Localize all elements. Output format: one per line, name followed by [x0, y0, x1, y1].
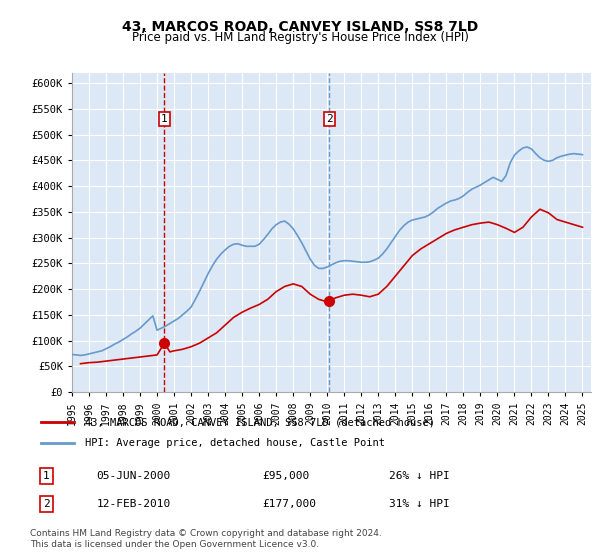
Text: 26% ↓ HPI: 26% ↓ HPI — [389, 471, 449, 481]
Text: Price paid vs. HM Land Registry's House Price Index (HPI): Price paid vs. HM Land Registry's House … — [131, 31, 469, 44]
Text: £95,000: £95,000 — [262, 471, 309, 481]
Text: £177,000: £177,000 — [262, 499, 316, 509]
Text: 43, MARCOS ROAD, CANVEY ISLAND, SS8 7LD (detached house): 43, MARCOS ROAD, CANVEY ISLAND, SS8 7LD … — [85, 417, 435, 427]
Text: 31% ↓ HPI: 31% ↓ HPI — [389, 499, 449, 509]
Text: 1: 1 — [161, 114, 168, 124]
Text: 1: 1 — [43, 471, 50, 481]
Text: Contains HM Land Registry data © Crown copyright and database right 2024.
This d: Contains HM Land Registry data © Crown c… — [30, 529, 382, 549]
Text: 05-JUN-2000: 05-JUN-2000 — [96, 471, 170, 481]
Text: 2: 2 — [326, 114, 332, 124]
Text: HPI: Average price, detached house, Castle Point: HPI: Average price, detached house, Cast… — [85, 438, 385, 448]
Text: 12-FEB-2010: 12-FEB-2010 — [96, 499, 170, 509]
Text: 2: 2 — [43, 499, 50, 509]
Text: 43, MARCOS ROAD, CANVEY ISLAND, SS8 7LD: 43, MARCOS ROAD, CANVEY ISLAND, SS8 7LD — [122, 20, 478, 34]
